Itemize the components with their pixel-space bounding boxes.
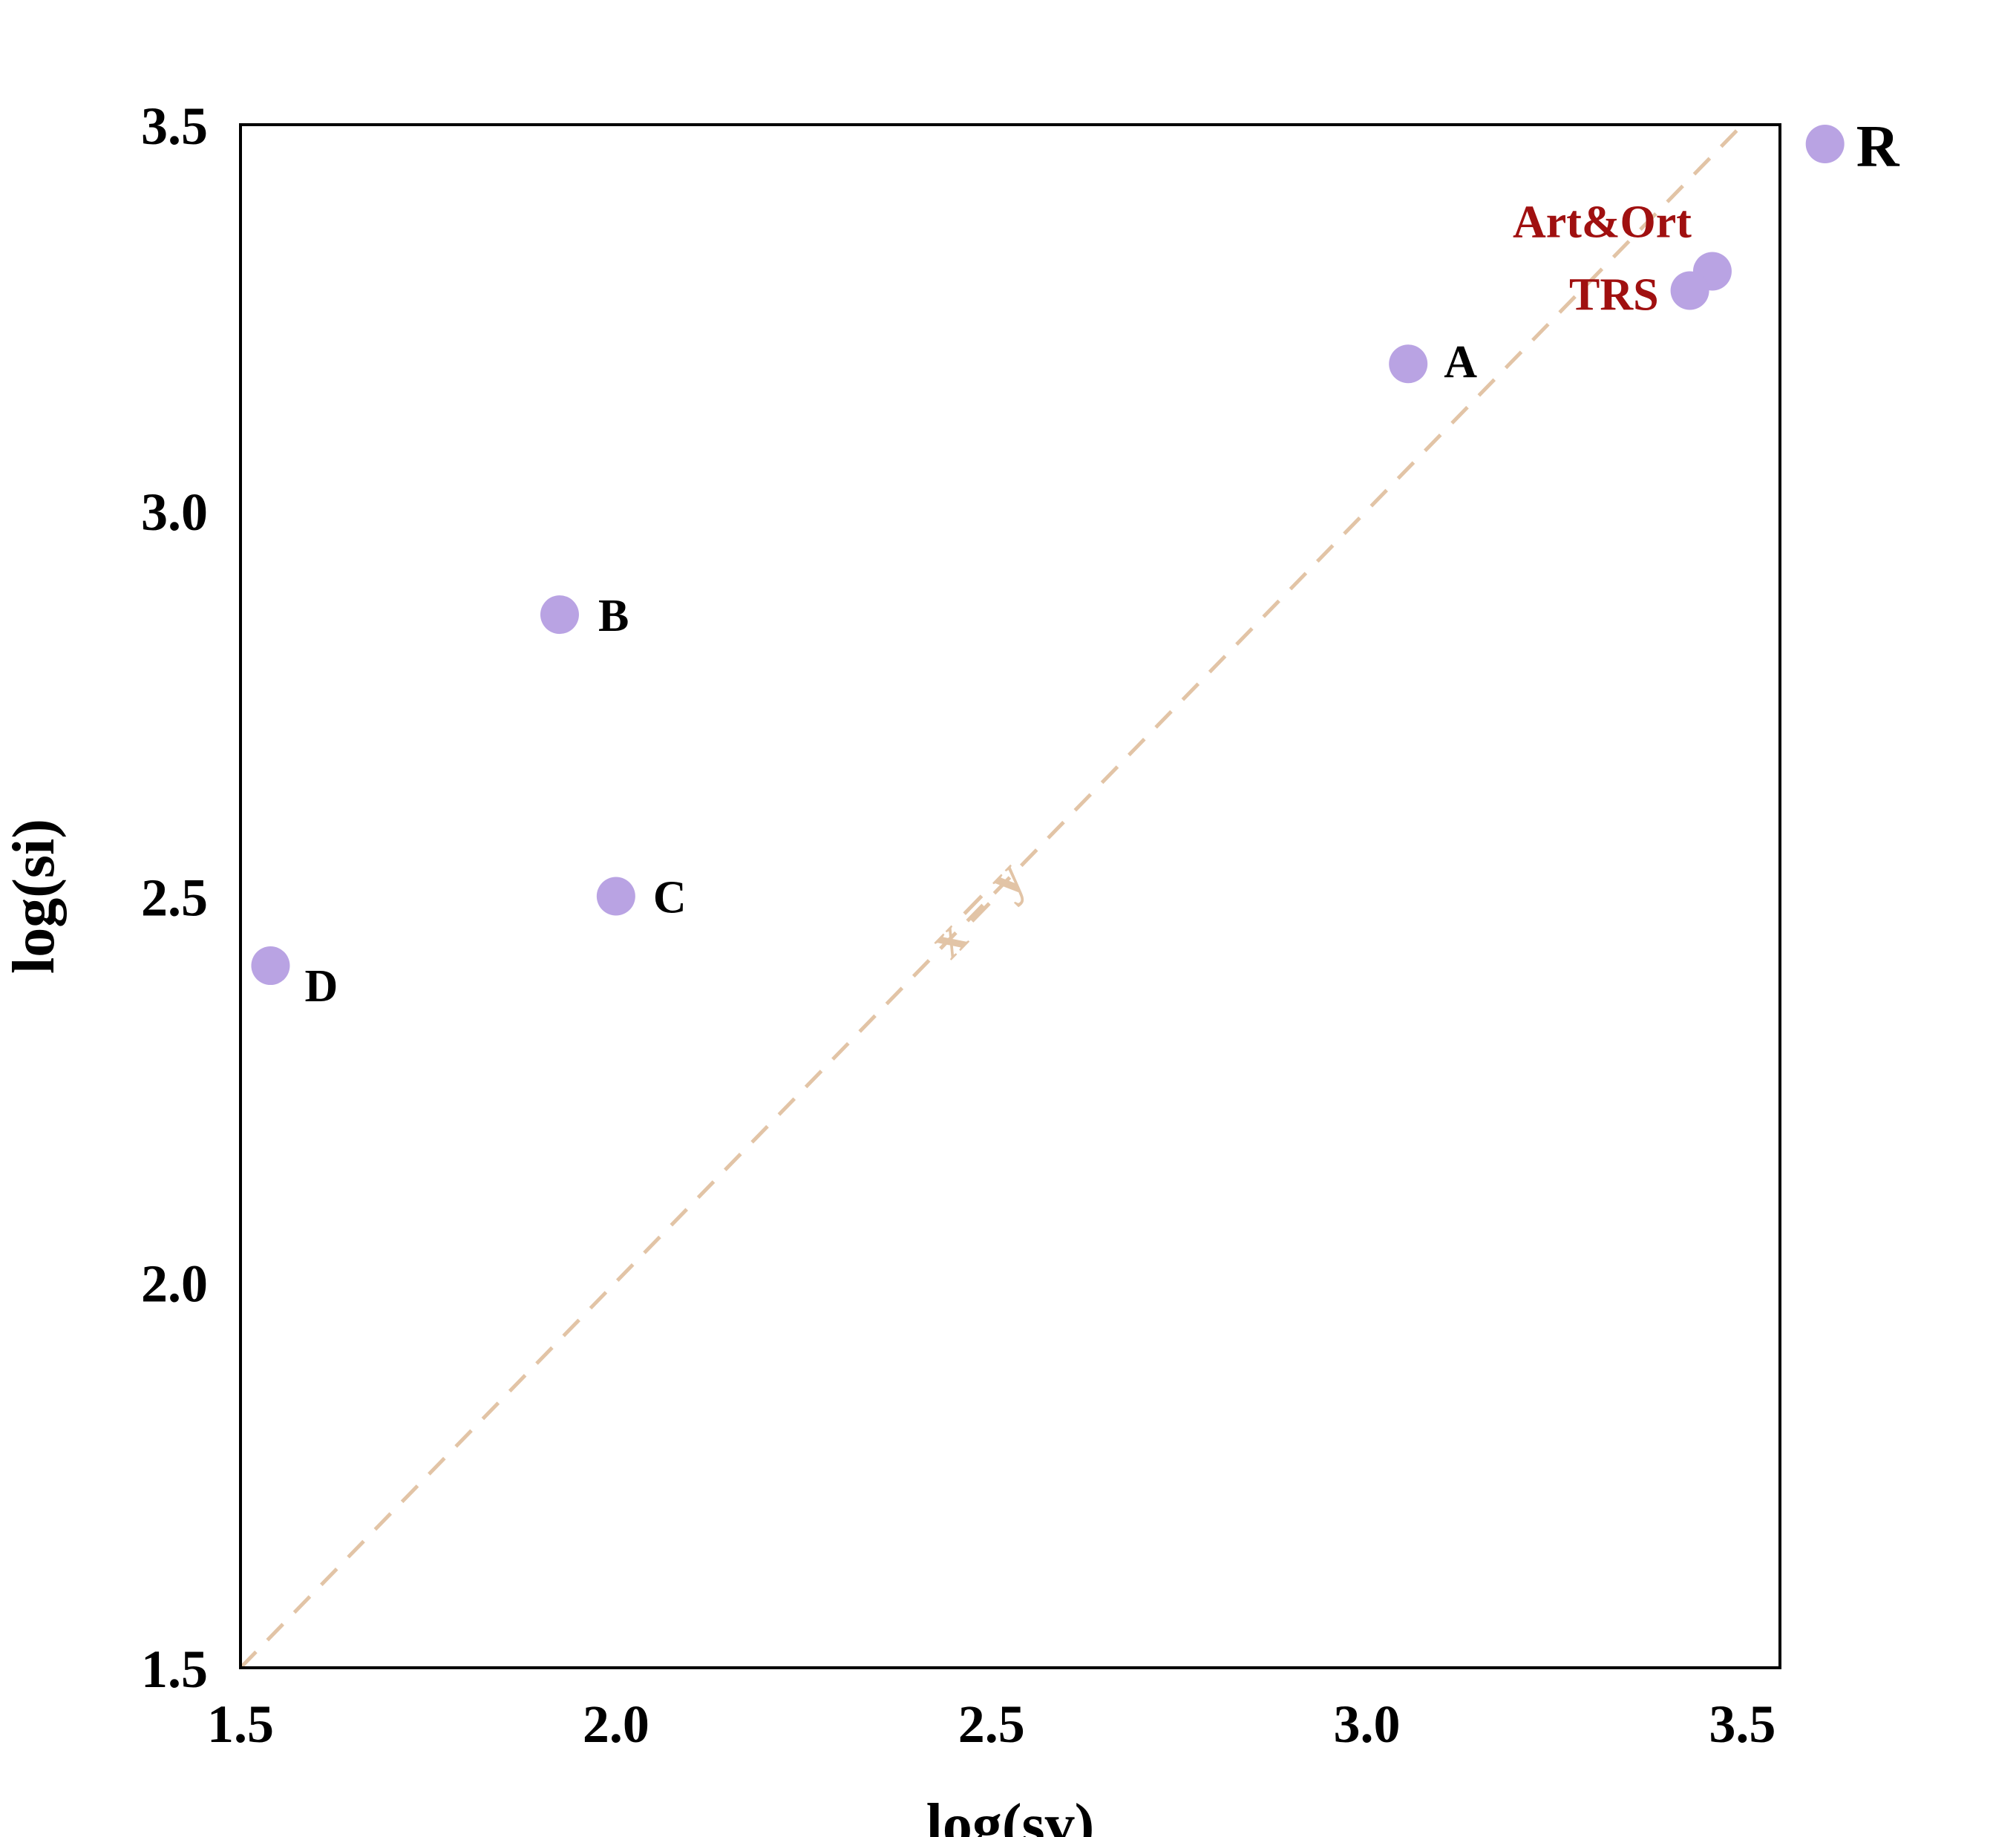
x-tick-label: 3.0 [1334, 1694, 1401, 1754]
data-point [1389, 344, 1428, 384]
data-point-label: D [304, 961, 338, 1012]
data-point [251, 946, 290, 986]
y-tick-label: 1.5 [141, 1640, 208, 1699]
y-tick-label: 2.5 [141, 868, 208, 928]
data-point-label: C [653, 873, 687, 923]
data-point [596, 877, 635, 916]
data-point-label: TRS [1569, 269, 1659, 320]
data-points [251, 124, 1845, 986]
reference-layer: x = y [239, 123, 1744, 1669]
y-axis-ticks: 1.5 2.0 2.5 3.0 3.5 [141, 96, 208, 1699]
x-tick-label: 3.5 [1709, 1694, 1776, 1754]
data-point-label: Art&Ort [1513, 197, 1692, 248]
reference-line-x-equals-y [239, 123, 1744, 1669]
reference-line-label: x = y [917, 848, 1037, 969]
x-axis-ticks: 1.5 2.0 2.5 3.0 3.5 [207, 1694, 1776, 1754]
data-point [1805, 124, 1845, 163]
x-tick-label: 1.5 [207, 1694, 274, 1754]
data-point [1670, 271, 1709, 310]
x-tick-label: 2.5 [958, 1694, 1025, 1754]
y-tick-label: 3.5 [141, 96, 208, 156]
x-tick-label: 2.0 [583, 1694, 649, 1754]
data-point [540, 595, 579, 635]
plot-area-frame [239, 123, 1781, 1669]
y-tick-label: 2.0 [141, 1254, 208, 1313]
x-axis-label: log(sv) [926, 1792, 1095, 1837]
data-point-labels: R Art&Ort TRS A B C D [304, 114, 1899, 1012]
data-point-label: B [598, 591, 629, 641]
y-tick-label: 3.0 [141, 482, 208, 542]
y-axis-label: log(si) [1, 819, 67, 974]
data-point-label: R [1856, 114, 1900, 180]
data-point-label: A [1444, 337, 1477, 387]
